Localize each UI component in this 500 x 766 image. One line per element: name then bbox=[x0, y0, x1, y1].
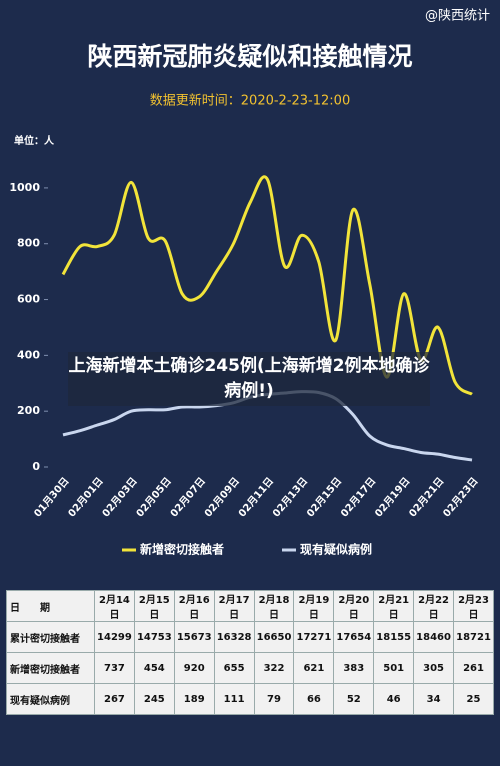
x-tick-label: 02月23日 bbox=[441, 475, 481, 519]
chart-title: 陕西新冠肺炎疑似和接触情况 bbox=[87, 42, 412, 71]
table-cell: 66 bbox=[293, 683, 335, 715]
table-cell: 17654 bbox=[333, 621, 375, 653]
table-header: 日 期 2月14日 2月15日 2月16日 2月17日 2月18日 2月19日 2月20日 2月… bbox=[6, 590, 494, 622]
legend-label: 现有疑似病例 bbox=[300, 542, 372, 557]
table-cell: 14299 bbox=[94, 621, 135, 653]
table-cell: 14753 bbox=[133, 621, 175, 653]
table-cell: 累计密切接触者 bbox=[6, 621, 95, 653]
table-cell: 2月19日 bbox=[293, 590, 335, 622]
table-cell: 18460 bbox=[413, 621, 455, 653]
table-cell: 新增密切接触者 bbox=[6, 652, 95, 684]
table-cell: 454 bbox=[133, 652, 175, 684]
table-cell: 16650 bbox=[253, 621, 295, 653]
table-cell: 34 bbox=[413, 683, 455, 715]
chart-subtitle: 数据更新时间：2020-2-23-12:00 bbox=[150, 93, 350, 109]
y-tick-label: 600 bbox=[17, 293, 40, 306]
table-cell: 现有疑似病例 bbox=[6, 683, 95, 715]
table-cell: 日 期 bbox=[6, 590, 95, 622]
table-cell: 2月15日 bbox=[133, 590, 175, 622]
table-cell: 267 bbox=[94, 683, 135, 715]
table-cell: 16328 bbox=[213, 621, 255, 653]
table-cell: 2月18日 bbox=[253, 590, 295, 622]
table-cell: 2月23日 bbox=[453, 590, 494, 622]
table-cell: 79 bbox=[253, 683, 295, 715]
y-tick-label: 800 bbox=[17, 237, 40, 250]
table-cell: 920 bbox=[173, 652, 215, 684]
y-tick-label: 0 bbox=[32, 460, 40, 473]
table-cell: 261 bbox=[453, 652, 494, 684]
table-cell: 18721 bbox=[453, 621, 494, 653]
y-tick-label: 200 bbox=[17, 404, 40, 417]
y-tick-label: 1000 bbox=[9, 181, 40, 194]
watermark: @陕西统计 bbox=[425, 9, 490, 24]
y-axis-label: 单位：人 bbox=[14, 134, 55, 147]
table-cell: 2月21日 bbox=[373, 590, 415, 622]
table-cell: 737 bbox=[94, 652, 135, 684]
table-cell: 2月17日 bbox=[213, 590, 255, 622]
table-cell: 18155 bbox=[373, 621, 415, 653]
table-cell: 189 bbox=[173, 683, 215, 715]
table-row: 累计密切接触者 14299 14753 15673 16328 16650 17271 176… bbox=[6, 621, 494, 653]
legend-label: 新增密切接触者 bbox=[140, 542, 224, 557]
overlay-caption: 上海新增本土确诊245例(上海新增2例本地确诊病例!) bbox=[68, 352, 430, 406]
table-cell: 17271 bbox=[293, 621, 335, 653]
table-cell: 111 bbox=[213, 683, 255, 715]
chart: @陕西统计 陕西新冠肺炎疑似和接触情况 数据更新时间：2020-2-23-12:… bbox=[9, 9, 490, 557]
table-cell: 655 bbox=[213, 652, 255, 684]
table-cell: 46 bbox=[373, 683, 415, 715]
table-cell: 2月20日 bbox=[333, 590, 375, 622]
table-cell: 305 bbox=[413, 652, 455, 684]
table-row: 新增密切接触者 737 454 920 655 322 621 383 501 305 261 bbox=[6, 652, 494, 684]
y-tick-label: 400 bbox=[17, 348, 40, 361]
table-cell: 2月14日 bbox=[94, 590, 135, 622]
table-cell: 501 bbox=[373, 652, 415, 684]
data-table: 日 期 2月14日 2月15日 2月16日 2月17日 2月18日 2月19日 2月20日 2月… bbox=[6, 590, 494, 715]
table-cell: 25 bbox=[453, 683, 494, 715]
table-cell: 52 bbox=[333, 683, 375, 715]
table-cell: 2月16日 bbox=[173, 590, 215, 622]
series-line bbox=[61, 175, 473, 396]
table-cell: 15673 bbox=[173, 621, 215, 653]
table-row: 现有疑似病例 267 245 189 111 79 66 52 46 34 25 bbox=[6, 683, 494, 715]
table-cell: 2月22日 bbox=[413, 590, 455, 622]
table-cell: 245 bbox=[133, 683, 175, 715]
table-cell: 621 bbox=[293, 652, 335, 684]
table-cell: 322 bbox=[253, 652, 295, 684]
table-cell: 383 bbox=[333, 652, 375, 684]
